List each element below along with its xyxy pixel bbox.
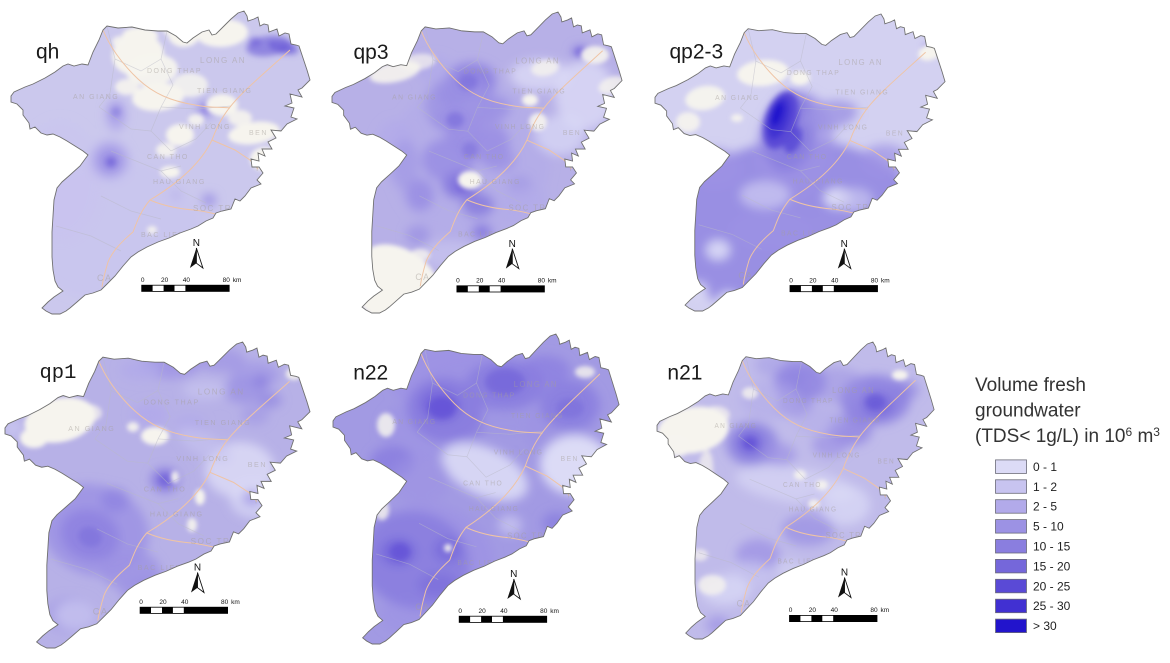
- svg-text:2 - 5: 2 - 5: [1033, 500, 1057, 514]
- svg-text:qp2-3: qp2-3: [670, 41, 724, 64]
- svg-text:N: N: [194, 563, 201, 574]
- svg-text:40: 40: [831, 607, 839, 614]
- svg-text:Volume fresh: Volume fresh: [975, 375, 1086, 396]
- svg-text:qp1: qp1: [40, 362, 77, 385]
- svg-text:15 - 20: 15 - 20: [1033, 559, 1071, 573]
- svg-text:0: 0: [458, 608, 462, 615]
- svg-text:20: 20: [476, 278, 484, 285]
- svg-text:20: 20: [809, 607, 817, 614]
- svg-text:80: 80: [870, 607, 878, 614]
- svg-text:(TDS< 1g/L) in 106 m3: (TDS< 1g/L) in 106 m3: [975, 425, 1160, 447]
- svg-text:N: N: [841, 568, 848, 579]
- svg-text:km: km: [881, 277, 890, 284]
- svg-text:km: km: [233, 277, 242, 284]
- svg-text:> 30: > 30: [1033, 619, 1057, 633]
- svg-text:1 - 2: 1 - 2: [1033, 480, 1057, 494]
- svg-text:0 - 1: 0 - 1: [1033, 460, 1057, 474]
- svg-text:0: 0: [456, 278, 460, 285]
- svg-text:40: 40: [183, 277, 191, 284]
- svg-text:n21: n21: [667, 362, 702, 385]
- svg-text:km: km: [881, 607, 890, 614]
- svg-text:0: 0: [141, 277, 145, 284]
- svg-text:km: km: [231, 599, 240, 606]
- svg-text:qp3: qp3: [354, 41, 389, 64]
- svg-text:20: 20: [161, 277, 169, 284]
- svg-text:20: 20: [159, 599, 167, 606]
- svg-text:25 - 30: 25 - 30: [1033, 599, 1071, 613]
- svg-text:80: 80: [221, 599, 229, 606]
- svg-text:0: 0: [139, 599, 143, 606]
- svg-text:N: N: [509, 239, 516, 250]
- svg-text:N: N: [510, 569, 517, 580]
- svg-text:groundwater: groundwater: [975, 401, 1081, 422]
- svg-text:0: 0: [789, 607, 793, 614]
- svg-text:km: km: [548, 278, 557, 285]
- svg-text:80: 80: [540, 608, 548, 615]
- svg-text:5 - 10: 5 - 10: [1033, 520, 1064, 534]
- svg-text:0: 0: [789, 277, 793, 284]
- svg-text:20 - 25: 20 - 25: [1033, 579, 1071, 593]
- svg-text:km: km: [550, 608, 559, 615]
- svg-text:qh: qh: [36, 40, 59, 63]
- svg-text:N: N: [841, 239, 848, 250]
- svg-text:80: 80: [223, 277, 231, 284]
- svg-text:10 - 15: 10 - 15: [1033, 540, 1071, 554]
- svg-text:n22: n22: [353, 361, 388, 384]
- svg-text:40: 40: [831, 277, 839, 284]
- svg-text:40: 40: [181, 599, 189, 606]
- svg-text:20: 20: [809, 277, 817, 284]
- svg-text:80: 80: [538, 278, 546, 285]
- svg-text:80: 80: [871, 277, 879, 284]
- svg-text:40: 40: [500, 608, 508, 615]
- svg-text:40: 40: [498, 278, 506, 285]
- svg-text:N: N: [193, 238, 200, 249]
- svg-text:20: 20: [478, 608, 486, 615]
